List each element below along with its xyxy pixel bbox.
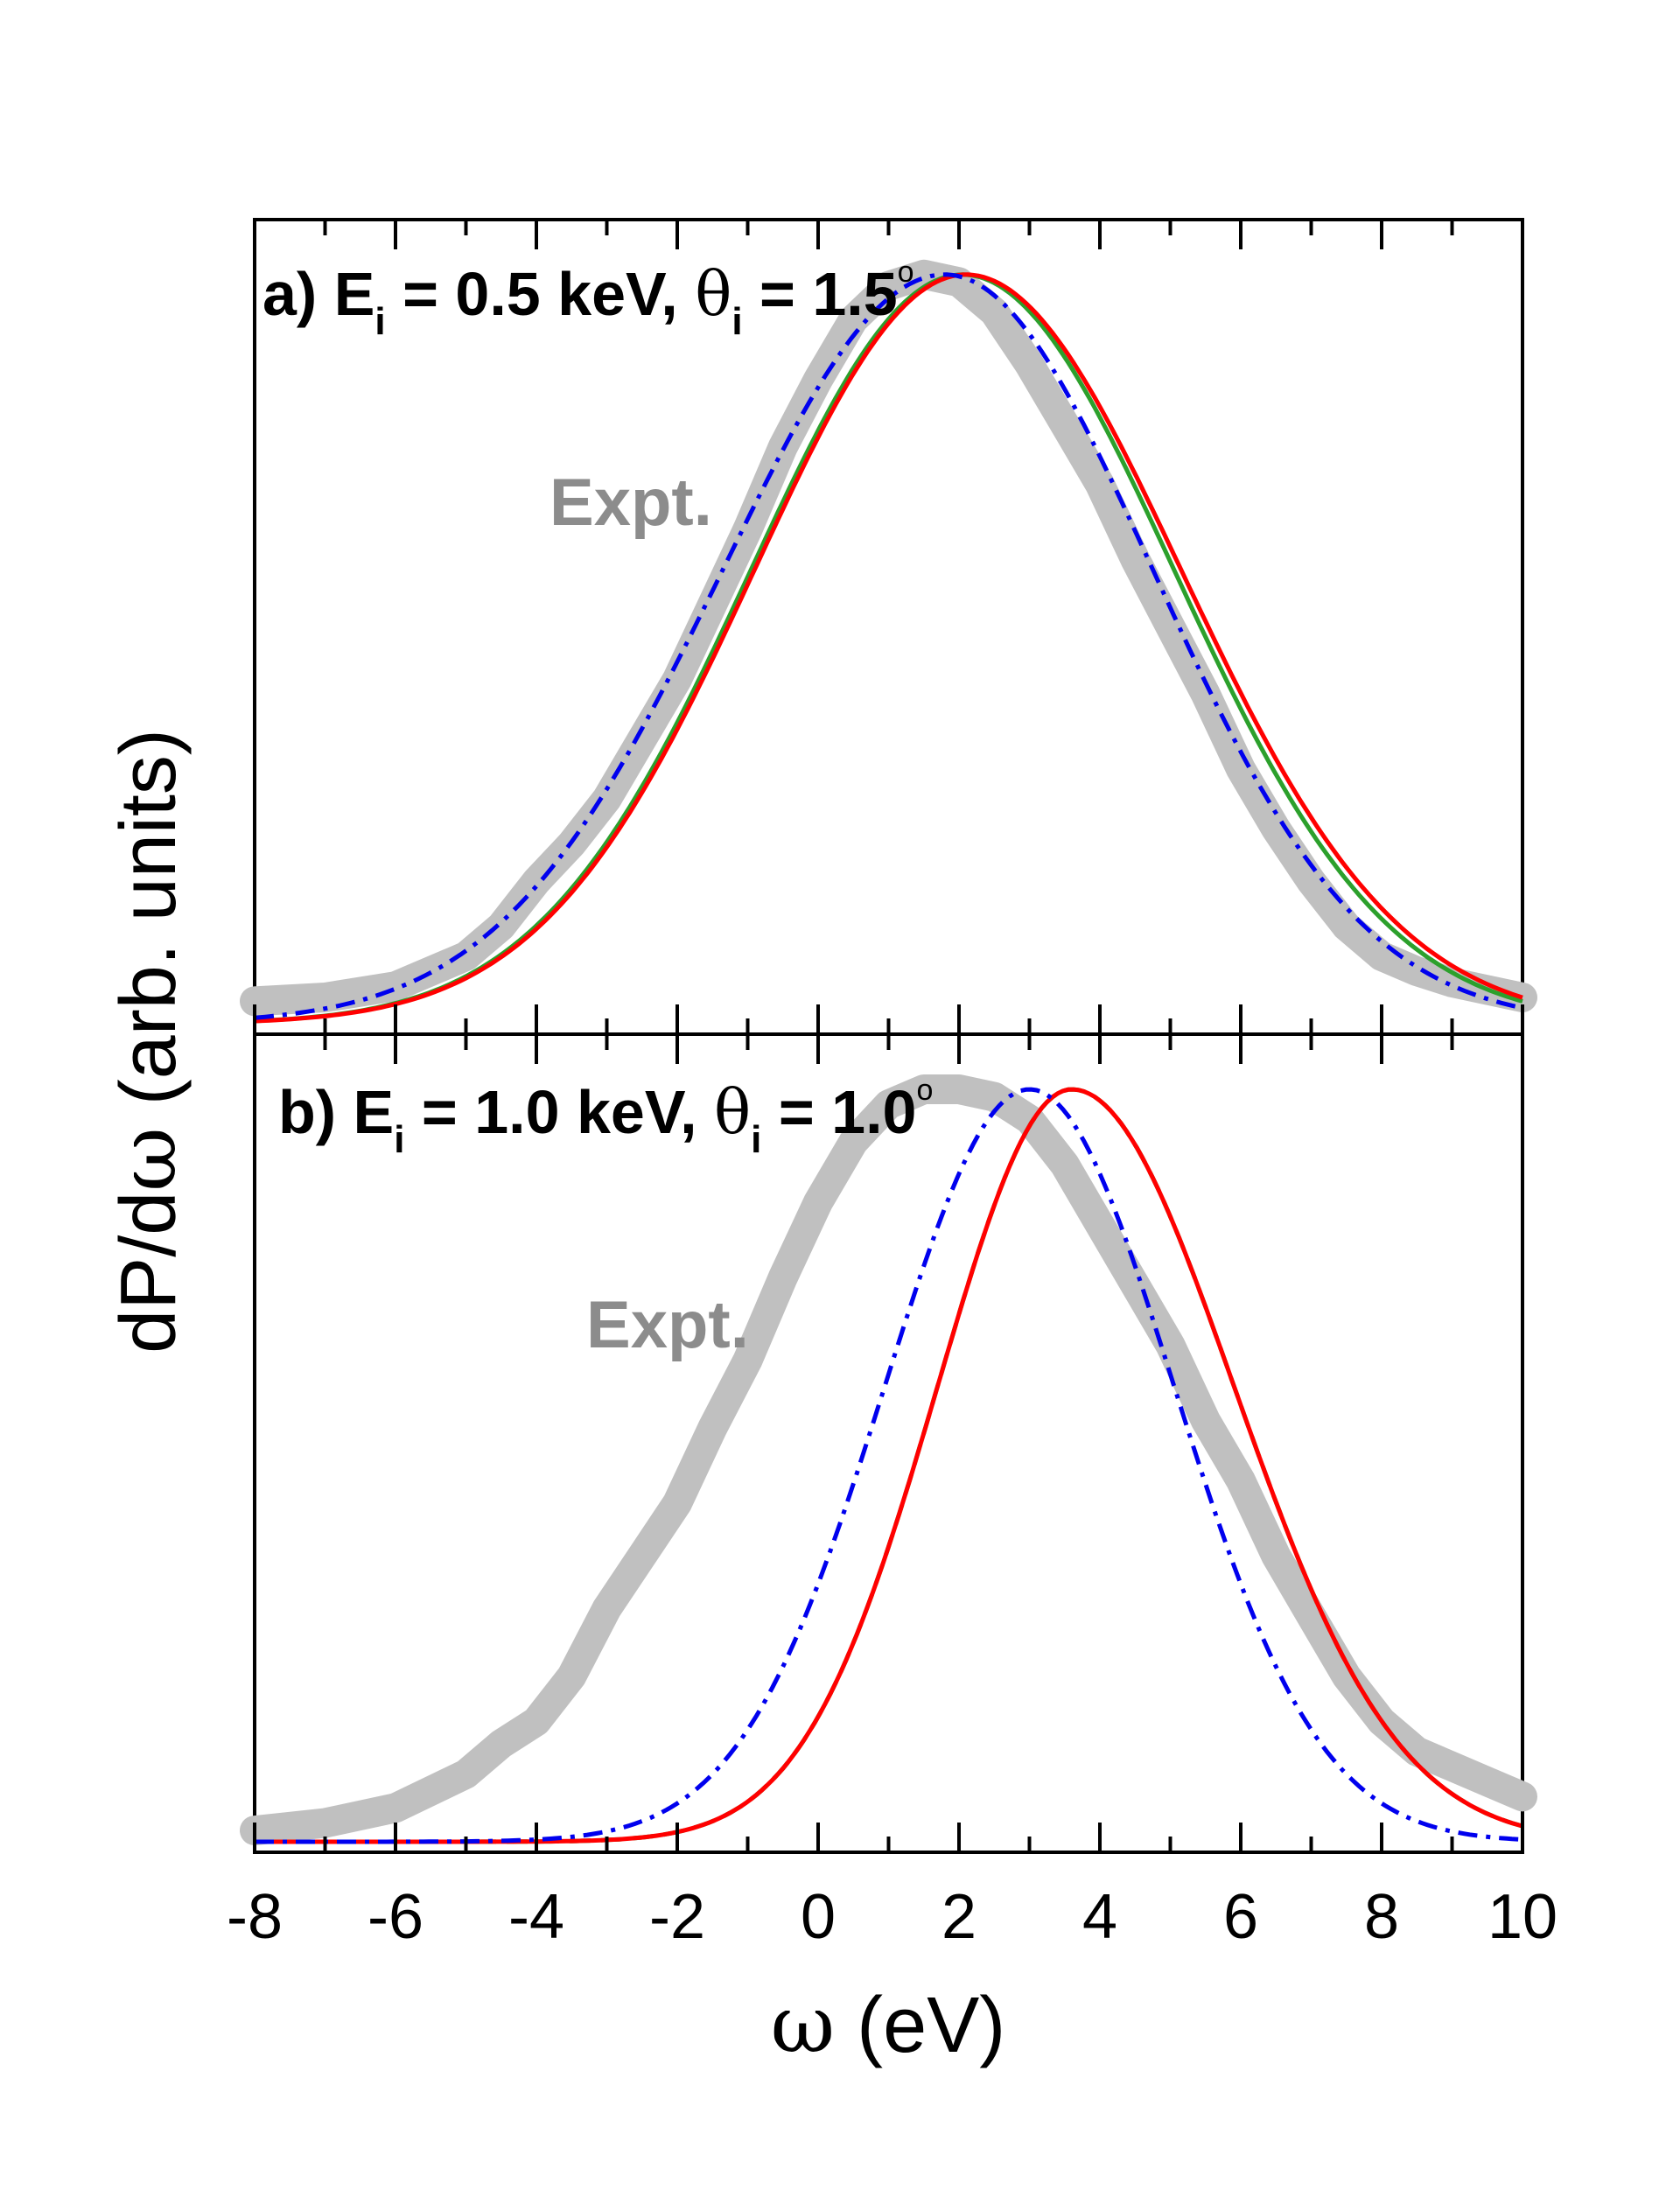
panel-b-series-green-dashed [255, 1087, 1523, 1844]
panel-b-expt-label: Expt. [586, 1288, 749, 1362]
panel-a-ticks [253, 220, 1524, 1034]
x-tick-label: -8 [227, 1882, 283, 1952]
panel-a-series-red-solid [254, 272, 1523, 1024]
y-axis-title: dP/dω (arb. units) [102, 729, 194, 1354]
panel-b-series-expt [240, 1074, 1537, 1846]
panel-a-expt-label: Expt. [550, 465, 712, 540]
x-tick-label: 4 [1082, 1882, 1117, 1952]
panel-a-title: a) Ei = 0.5 keV, θi = 1.5o [262, 255, 914, 343]
x-tick-label: -2 [649, 1882, 705, 1952]
panel-b-model-curves [255, 1087, 1523, 1844]
panel-a-model-curves [254, 272, 1523, 1024]
panel-b-series-red-solid [255, 1087, 1523, 1844]
x-tick-label: 10 [1488, 1882, 1558, 1952]
panel-a-series-blue-dash-dot [254, 272, 1523, 1020]
panel-b-frame [253, 1032, 1524, 1854]
panel-b-expt-series [240, 1074, 1537, 1846]
x-tick-labels: -8 -6 -4 -2 0 2 4 6 8 10 [227, 1882, 1558, 1952]
x-tick-label: -4 [508, 1882, 564, 1952]
panel-b-series-blue-dash-dot [255, 1087, 1523, 1844]
panel-b-title: b) Ei = 1.0 keV, θi = 1.0o [278, 1074, 933, 1161]
x-tick-label: 6 [1223, 1882, 1258, 1952]
panel-a: a) Ei = 0.5 keV, θi = 1.5o Expt. [240, 218, 1537, 1036]
x-tick-label: -6 [368, 1882, 424, 1952]
x-tick-label: 8 [1364, 1882, 1399, 1952]
x-tick-label: 2 [942, 1882, 976, 1952]
panel-b-ticks [253, 1034, 1524, 1852]
x-tick-label: 0 [801, 1882, 836, 1952]
panel-b: b) Ei = 1.0 keV, θi = 1.0o Expt. [240, 1032, 1537, 1854]
x-axis-title: ω (eV) [771, 1979, 1005, 2071]
